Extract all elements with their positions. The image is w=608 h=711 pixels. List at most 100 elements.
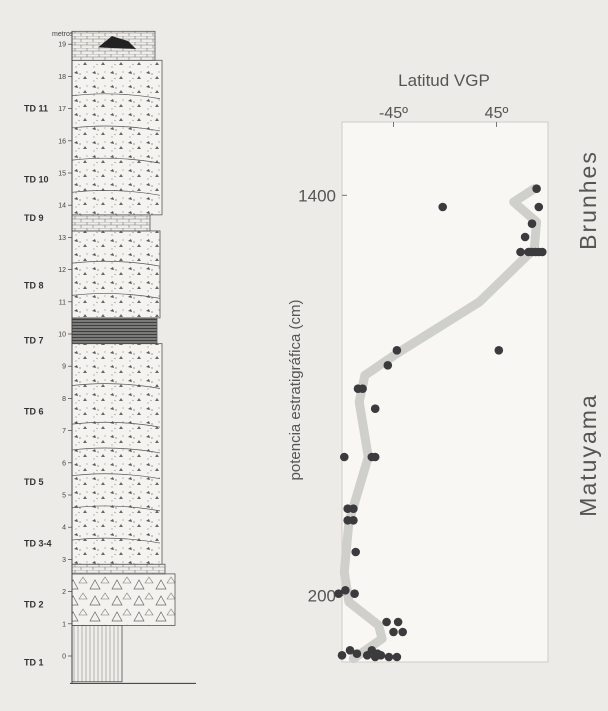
td-unit-label: TD 1 xyxy=(24,657,44,667)
vgp-point xyxy=(334,589,343,598)
lithology-band xyxy=(71,230,161,319)
trend-line xyxy=(339,184,542,664)
vgp-chart: Latitud VGP -45º 45º 1400 200 potencia est… xyxy=(287,71,601,664)
vgp-point xyxy=(349,504,358,513)
y-tick-label: 1400 xyxy=(298,186,336,205)
bedding-line xyxy=(71,447,161,454)
lithology-band xyxy=(71,573,176,626)
vgp-point xyxy=(494,346,504,355)
vgp-point xyxy=(398,627,408,637)
vgp-point xyxy=(352,649,362,658)
vgp-point xyxy=(383,361,393,370)
meter-tick-label: 3 xyxy=(62,557,66,564)
td-unit-label: TD 6 xyxy=(24,406,44,416)
bedding-line xyxy=(71,383,161,389)
vgp-point xyxy=(367,452,377,462)
bedding-line xyxy=(71,190,161,196)
lithology-band xyxy=(71,214,151,232)
meter-tick-label: 4 xyxy=(62,525,66,532)
bedding-line xyxy=(71,93,161,100)
vgp-point xyxy=(384,652,394,662)
lithology-band xyxy=(71,59,163,216)
meter-tick-label: 11 xyxy=(59,299,66,306)
meter-tick-label: 12 xyxy=(58,267,66,274)
lithology-band xyxy=(71,625,123,683)
bedding-line xyxy=(71,505,161,512)
td-unit-label: TD 5 xyxy=(24,477,44,487)
vgp-point xyxy=(345,646,355,655)
meters-unit-label: metros xyxy=(52,31,74,38)
vgp-trend-line xyxy=(339,184,542,664)
lithology-band xyxy=(71,563,166,575)
td-unit-label: TD 3-4 xyxy=(24,538,52,548)
meter-tick-label: 10 xyxy=(58,332,66,339)
meter-tick-label: 17 xyxy=(58,106,66,113)
bedding-line xyxy=(71,537,161,544)
meter-tick-label: 15 xyxy=(58,171,66,178)
meter-tick-label: 14 xyxy=(58,203,66,210)
vgp-point xyxy=(353,384,363,394)
vgp-point xyxy=(538,247,547,257)
vgp-point xyxy=(520,232,530,242)
bedding-line xyxy=(71,421,161,428)
plot-area xyxy=(341,121,549,663)
meter-tick-label: 6 xyxy=(62,460,66,467)
vgp-point xyxy=(393,617,403,627)
vgp-point xyxy=(392,346,402,355)
td-unit-label: TD 11 xyxy=(24,104,48,114)
vgp-point xyxy=(370,652,380,662)
meter-tick-label: 7 xyxy=(62,428,66,435)
bedding-line xyxy=(71,260,161,267)
bedding-line xyxy=(71,157,161,164)
td-unit-label: TD 7 xyxy=(24,335,44,345)
y-axis-ticks: 1400 200 xyxy=(298,186,347,605)
chart-title: Latitud VGP xyxy=(398,71,490,90)
vgp-point xyxy=(532,184,541,193)
meter-tick-label: 9 xyxy=(62,364,66,371)
td-unit-labels: TD 11 TD 10 TD 9 TD 8 TD 7 TD 6 TD 5 TD 3-4 TD 2… xyxy=(24,104,52,668)
vgp-point xyxy=(382,617,391,627)
td-unit-label: TD 9 xyxy=(24,213,44,223)
polarity-zones: Brunhes Matuyama xyxy=(575,150,601,517)
bedding-line xyxy=(71,473,161,480)
x-tick-label: -45º xyxy=(379,105,408,122)
meter-tick-label: 18 xyxy=(58,74,66,81)
vgp-point xyxy=(340,452,349,462)
x-tick-label: 45º xyxy=(485,105,509,122)
vgp-point xyxy=(527,219,537,228)
lithology-band xyxy=(71,317,158,345)
vgp-point xyxy=(389,627,398,637)
lithology-band xyxy=(71,343,163,565)
vgp-point xyxy=(350,589,359,598)
vgp-point xyxy=(351,547,361,557)
bedding-line xyxy=(71,125,161,132)
meter-tick-label: 13 xyxy=(58,235,66,242)
vgp-point xyxy=(370,404,380,414)
td-unit-label: TD 8 xyxy=(24,281,44,291)
polarity-zone-label: Matuyama xyxy=(575,393,601,516)
meter-tick-label: 0 xyxy=(62,654,66,661)
data-points xyxy=(334,184,547,662)
meter-tick-label: 1 xyxy=(62,621,66,628)
bedding-line xyxy=(71,293,161,299)
vgp-point xyxy=(349,516,358,525)
meter-tick-label: 19 xyxy=(58,42,66,49)
vgp-point xyxy=(534,202,544,212)
meter-tick-label: 2 xyxy=(62,589,66,596)
vgp-point xyxy=(438,202,448,212)
meter-tick-label: 8 xyxy=(62,396,66,403)
vgp-point xyxy=(341,586,350,595)
top-crust xyxy=(98,36,136,50)
vgp-point xyxy=(392,652,402,662)
meter-tick-label: 5 xyxy=(62,493,66,500)
td-unit-label: TD 2 xyxy=(24,599,44,609)
polarity-zone-label: Brunhes xyxy=(575,150,601,250)
y-axis-label: potencia estratigráfica (cm) xyxy=(287,300,304,481)
vgp-point xyxy=(337,651,347,660)
vgp-point xyxy=(516,247,525,257)
x-axis-ticks: -45º 45º xyxy=(379,105,508,127)
y-tick-label: 200 xyxy=(308,586,336,605)
